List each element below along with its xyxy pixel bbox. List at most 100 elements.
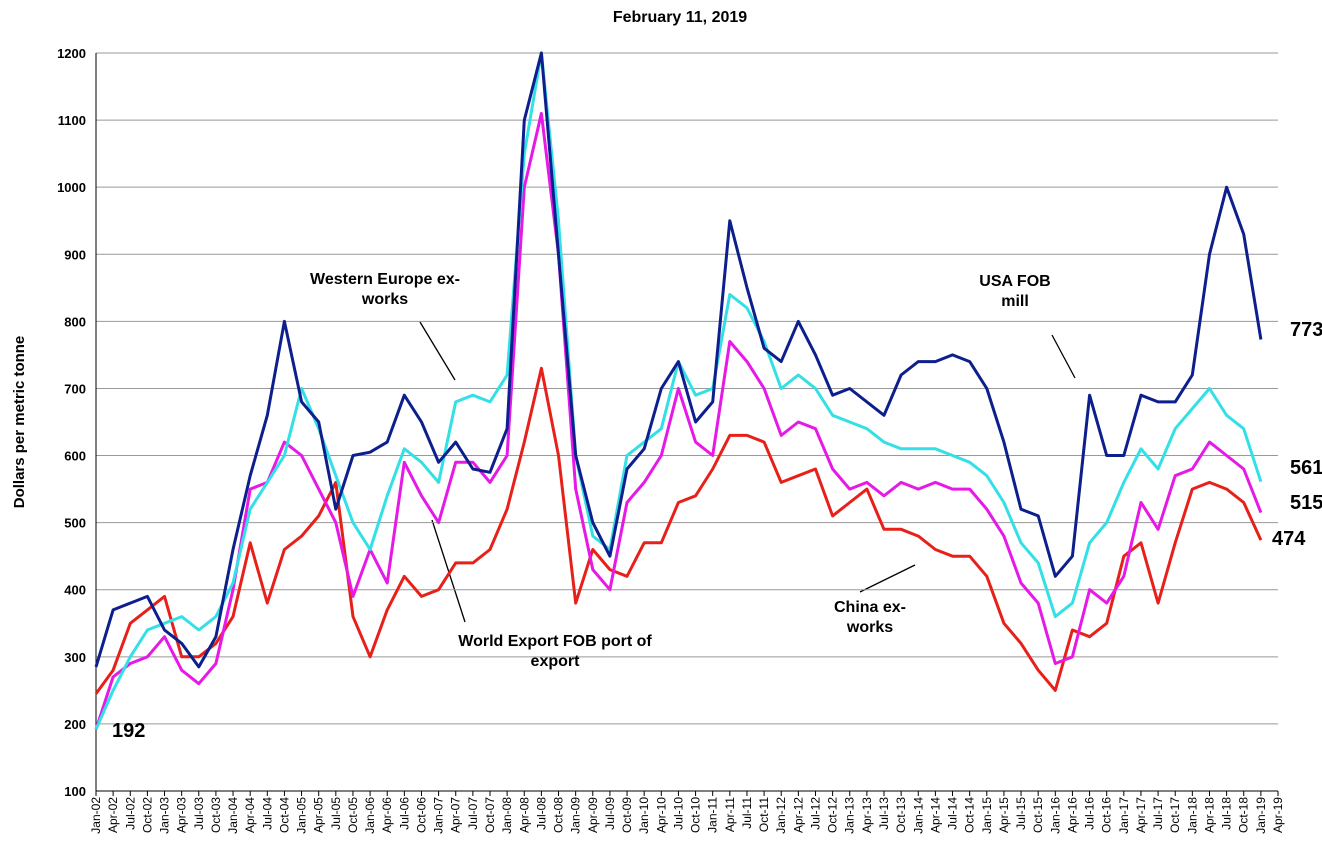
y-tick-label: 600 [64, 449, 86, 464]
x-tick-label: Oct-14 [963, 797, 977, 833]
x-tick-label: Apr-09 [586, 797, 600, 833]
x-tick-label: Jan-13 [843, 797, 857, 834]
series-label: Western Europe ex-works [310, 271, 460, 308]
x-tick-label: Jul-11 [740, 797, 754, 829]
annotation: 773 [1290, 319, 1322, 341]
y-tick-label: 900 [64, 247, 86, 262]
x-tick-label: Jan-05 [295, 797, 309, 834]
arrows [419, 321, 1076, 623]
x-tick-label: Oct-08 [552, 797, 566, 833]
x-tick-label: Oct-09 [620, 797, 634, 833]
x-tick-label: Apr-03 [175, 797, 189, 833]
x-tick-label: Apr-16 [1065, 797, 1079, 833]
x-tick-label: Jul-16 [1083, 797, 1097, 830]
annotation: 192 [112, 720, 145, 742]
x-tick-label: Oct-10 [689, 797, 703, 833]
x-tick-label: Jan-17 [1117, 797, 1131, 834]
x-tick-label: Oct-04 [277, 797, 291, 833]
x-tick-label: Jul-17 [1151, 797, 1165, 830]
x-tick-label: Jul-06 [397, 797, 411, 830]
x-tick-label: Jan-09 [569, 797, 583, 834]
x-tick-label: Apr-12 [791, 797, 805, 833]
x-tick-label: Apr-18 [1202, 797, 1216, 833]
arrow [419, 321, 456, 381]
x-tick-label: Jul-10 [671, 797, 685, 830]
x-tick-label: Oct-15 [1031, 797, 1045, 833]
x-tick-label: Oct-02 [140, 797, 154, 833]
series-label: World Export FOB port of export [458, 633, 652, 670]
arrow [431, 519, 466, 623]
x-tick-label: Apr-19 [1271, 797, 1285, 833]
annotation: 561 [1290, 457, 1322, 479]
x-tick-label: Jul-09 [603, 797, 617, 830]
x-tick-label: Jan-03 [158, 797, 172, 834]
x-tick-label: Jul-02 [123, 797, 137, 830]
x-tick-label: Apr-02 [106, 797, 120, 833]
series-label: China ex-works [833, 599, 906, 636]
x-tick-label: Oct-07 [483, 797, 497, 833]
x-tick-label: Jan-08 [500, 797, 514, 834]
x-tick-label: Jul-13 [877, 797, 891, 830]
series-line [94, 51, 1263, 669]
x-tick-label: Oct-13 [894, 797, 908, 833]
x-tick-label: Jan-19 [1254, 797, 1268, 834]
x-tick-label: Apr-08 [517, 797, 531, 833]
arrow [859, 564, 916, 593]
x-tick-label: Jan-04 [226, 797, 240, 834]
x-tick-label: Oct-16 [1100, 797, 1114, 833]
y-tick-label: 1200 [57, 46, 86, 61]
x-tick-label: Jan-02 [89, 797, 103, 834]
series-label: USA FOB mill [979, 273, 1051, 310]
x-tick-label: Oct-12 [826, 797, 840, 833]
x-tick-label: Apr-07 [449, 797, 463, 833]
x-tick-label: Jan-16 [1048, 797, 1062, 834]
y-axis-label: Dollars per metric tonne [11, 336, 28, 509]
y-tick-label: 1100 [58, 113, 86, 128]
x-tick-label: Apr-04 [243, 797, 257, 833]
y-tick-label: 200 [64, 717, 86, 732]
x-tick-label: Apr-15 [997, 797, 1011, 833]
x-tick-label: Oct-11 [757, 797, 771, 832]
y-tick-label: 700 [64, 381, 86, 396]
y-tick-label: 400 [64, 583, 86, 598]
x-tick-label: Jul-18 [1220, 797, 1234, 830]
y-tick-label: 300 [64, 650, 86, 665]
y-tick-label: 800 [64, 314, 86, 329]
x-tick-label: Jan-06 [363, 797, 377, 834]
x-tick-label: Oct-05 [346, 797, 360, 833]
y-tick-label: 100 [64, 784, 86, 799]
x-tick-label: Apr-17 [1134, 797, 1148, 833]
x-tick-label: Jul-05 [329, 797, 343, 830]
x-tick-label: Jul-12 [808, 797, 822, 830]
y-tick-label: 1000 [57, 180, 86, 195]
x-tick-label: Jan-15 [980, 797, 994, 834]
x-tick-label: Jul-15 [1014, 797, 1028, 830]
x-tick-label: Apr-10 [654, 797, 668, 833]
x-tick-label: Jul-03 [192, 797, 206, 830]
x-tick-label: Apr-06 [380, 797, 394, 833]
series-line [94, 111, 1263, 730]
x-tick-label: Jan-10 [637, 797, 651, 834]
annotation: 515 [1290, 492, 1322, 514]
x-tick-label: Jul-14 [946, 797, 960, 830]
x-tick-label: Apr-14 [928, 797, 942, 833]
x-tick-label: Apr-11 [723, 797, 737, 832]
x-tick-label: Jul-04 [260, 797, 274, 830]
x-tick-label: Apr-05 [312, 797, 326, 833]
x-tick-label: Apr-13 [860, 797, 874, 833]
x-tick-label: Jan-11 [706, 797, 720, 833]
y-tick-label: 500 [64, 516, 86, 531]
x-tick-label: Jan-07 [432, 797, 446, 834]
x-tick-label: Oct-18 [1237, 797, 1251, 833]
x-tick-label: Oct-17 [1168, 797, 1182, 833]
x-tick-label: Jul-08 [534, 797, 548, 830]
annotation: 474 [1272, 528, 1306, 550]
x-tick-label: Oct-03 [209, 797, 223, 833]
series-line [94, 366, 1263, 695]
x-tick-label: Jul-07 [466, 797, 480, 830]
x-tick-label: Jan-18 [1185, 797, 1199, 834]
x-tick-label: Jan-12 [774, 797, 788, 834]
x-tick-label: Oct-06 [414, 797, 428, 833]
arrow [1051, 334, 1076, 379]
